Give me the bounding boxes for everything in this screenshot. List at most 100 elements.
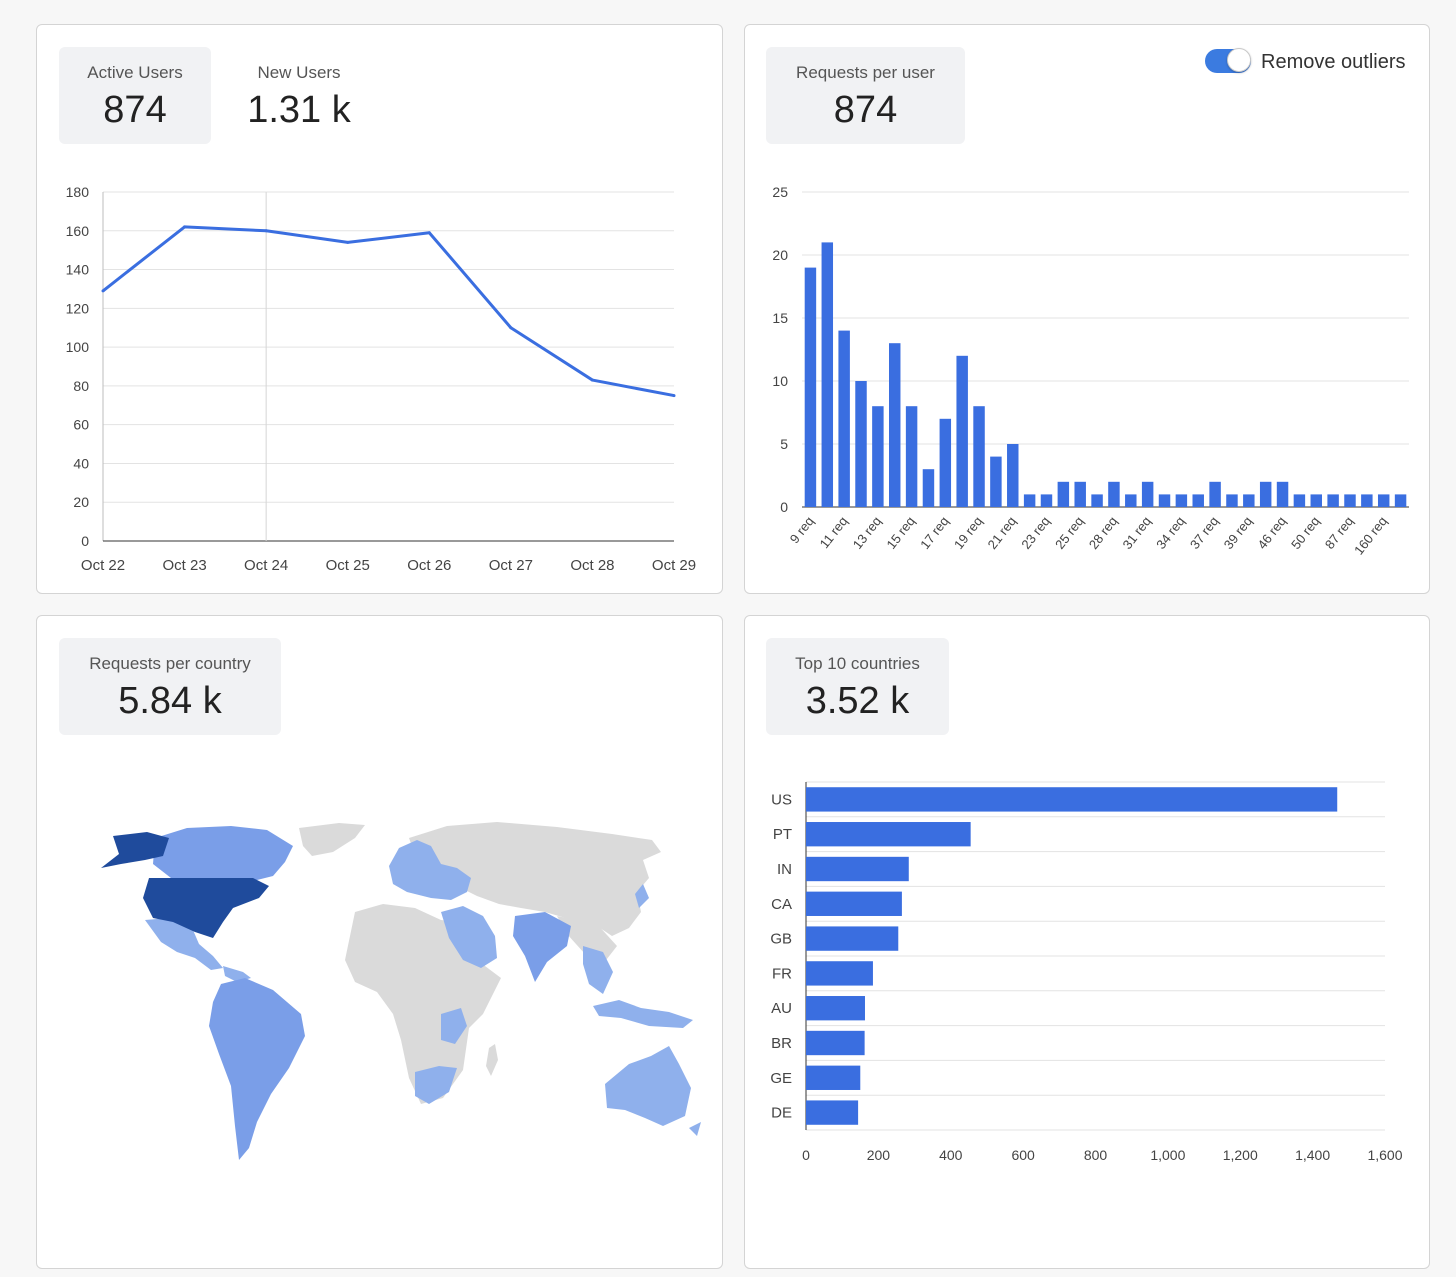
east-africa-shape [441, 1008, 467, 1044]
histogram-bar [1377, 494, 1390, 507]
histogram-bar [1327, 494, 1339, 507]
requests-per-country-label: Requests per country [89, 654, 251, 673]
requests-per-country-stat[interactable]: Requests per country 5.84 k [59, 638, 281, 735]
histogram-bar [1192, 494, 1204, 507]
country-label: BR [771, 1035, 792, 1052]
x-tick-label: Oct 26 [407, 557, 451, 574]
country-bar [806, 822, 971, 847]
histogram-bar [1091, 494, 1103, 507]
y-tick-label: 40 [73, 455, 89, 471]
x-tick-label: 11 req [817, 514, 851, 552]
x-tick-label: Oct 27 [489, 557, 533, 574]
x-tick-label: Oct 25 [326, 557, 370, 574]
usa-shape [143, 878, 269, 938]
country-label: FR [772, 965, 792, 982]
remove-outliers-toggle[interactable] [1205, 48, 1251, 73]
histogram-bar [956, 355, 968, 507]
y-tick-label: 25 [772, 184, 788, 200]
country-bar [806, 891, 902, 916]
histogram-bar [1276, 481, 1289, 507]
toggle-knob [1227, 48, 1251, 72]
series-line [102, 225, 675, 398]
madagascar-shape [486, 1044, 498, 1076]
x-tick-label: 50 req [1288, 514, 1323, 552]
y-tick-label: 100 [66, 339, 90, 355]
japan-shape [635, 884, 649, 908]
x-tick-label: 600 [1011, 1147, 1035, 1163]
y-tick-label: 0 [780, 499, 788, 515]
histogram-bar [1293, 494, 1306, 507]
y-tick-label: 20 [772, 247, 788, 263]
y-tick-label: 80 [73, 378, 89, 394]
south-america-shape [209, 978, 305, 1160]
y-tick-label: 140 [66, 262, 90, 278]
y-tick-label: 20 [73, 494, 89, 510]
histogram-bar [838, 330, 850, 507]
x-tick-label: 46 req [1254, 514, 1289, 552]
x-tick-label: Oct 29 [652, 557, 696, 574]
x-tick-label: 25 req [1052, 514, 1087, 552]
histogram-bar [1023, 494, 1036, 507]
x-tick-label: 1,400 [1295, 1147, 1330, 1163]
x-tick-label: 21 req [985, 514, 1020, 552]
data-point [427, 231, 431, 235]
x-tick-label: 17 req [917, 514, 952, 552]
indonesia-shape [593, 1000, 693, 1028]
new-users-value: 1.31 k [247, 89, 351, 131]
histogram-bar [1158, 494, 1171, 507]
australia-shape [605, 1046, 691, 1126]
requests-per-user-card: Requests per user 874 Remove outliers 0 5… [744, 24, 1430, 594]
y-tick-label: 180 [66, 184, 90, 200]
y-tick-label: 15 [772, 310, 788, 326]
southern-africa-shape [415, 1066, 457, 1104]
data-point [672, 394, 676, 398]
data-point [264, 229, 268, 233]
histogram-bar [973, 406, 985, 507]
x-tick-label: 1,200 [1223, 1147, 1258, 1163]
active-users-stat[interactable]: Active Users 874 [59, 47, 211, 144]
x-tick-label: 34 req [1153, 514, 1188, 552]
x-tick-label: Oct 23 [162, 557, 206, 574]
requests-per-user-value: 874 [833, 89, 898, 131]
country-label: PT [773, 826, 792, 843]
x-tick-label: 23 req [1018, 514, 1053, 552]
central-america-shape [223, 966, 251, 982]
country-bar [806, 1100, 859, 1125]
country-bar [806, 1065, 861, 1090]
x-tick-label: 160 req [1351, 514, 1390, 558]
y-tick-label: 5 [780, 436, 788, 452]
country-label: GE [770, 1070, 792, 1087]
y-tick-label: 60 [73, 417, 89, 433]
histogram-bar [1243, 494, 1255, 507]
active-users-label: Active Users [87, 63, 183, 82]
country-bar [806, 1030, 865, 1056]
top-countries-value: 3.52 k [805, 680, 910, 722]
histogram-bar [1125, 494, 1137, 507]
histogram-bar [1108, 481, 1120, 507]
remove-outliers-label[interactable]: Remove outliers [1261, 51, 1406, 73]
histogram-bar [1074, 481, 1086, 507]
map-land-light [145, 840, 701, 1136]
x-tick-label: Oct 22 [81, 557, 125, 574]
country-label: DE [771, 1105, 792, 1122]
alaska-shape [101, 832, 169, 868]
world-map[interactable] [37, 616, 724, 1270]
x-tick-label: 87 req [1322, 514, 1357, 552]
x-tick-label: 15 req [883, 514, 918, 552]
x-tick-label: 1,000 [1150, 1147, 1185, 1163]
country-label: IN [777, 861, 792, 878]
country-label: US [771, 791, 792, 808]
y-tick-label: 160 [66, 223, 90, 239]
users-card: Active Users 874 New Users 1.31 k 0 20 40 6… [36, 24, 723, 594]
data-point [346, 240, 350, 244]
top-countries-stat[interactable]: Top 10 countries 3.52 k [766, 638, 949, 735]
y-tick-label: 10 [772, 373, 788, 389]
new-users-label: New Users [257, 63, 341, 82]
x-tick-label: 1,600 [1367, 1147, 1402, 1163]
new-users-stat[interactable]: New Users 1.31 k [225, 47, 373, 144]
requests-per-user-stat[interactable]: Requests per user 874 [766, 47, 965, 144]
india-shape [513, 912, 571, 982]
y-tick-label: 0 [81, 533, 89, 549]
requests-per-user-label: Requests per user [796, 63, 935, 82]
x-tick-label: 0 [802, 1147, 810, 1163]
